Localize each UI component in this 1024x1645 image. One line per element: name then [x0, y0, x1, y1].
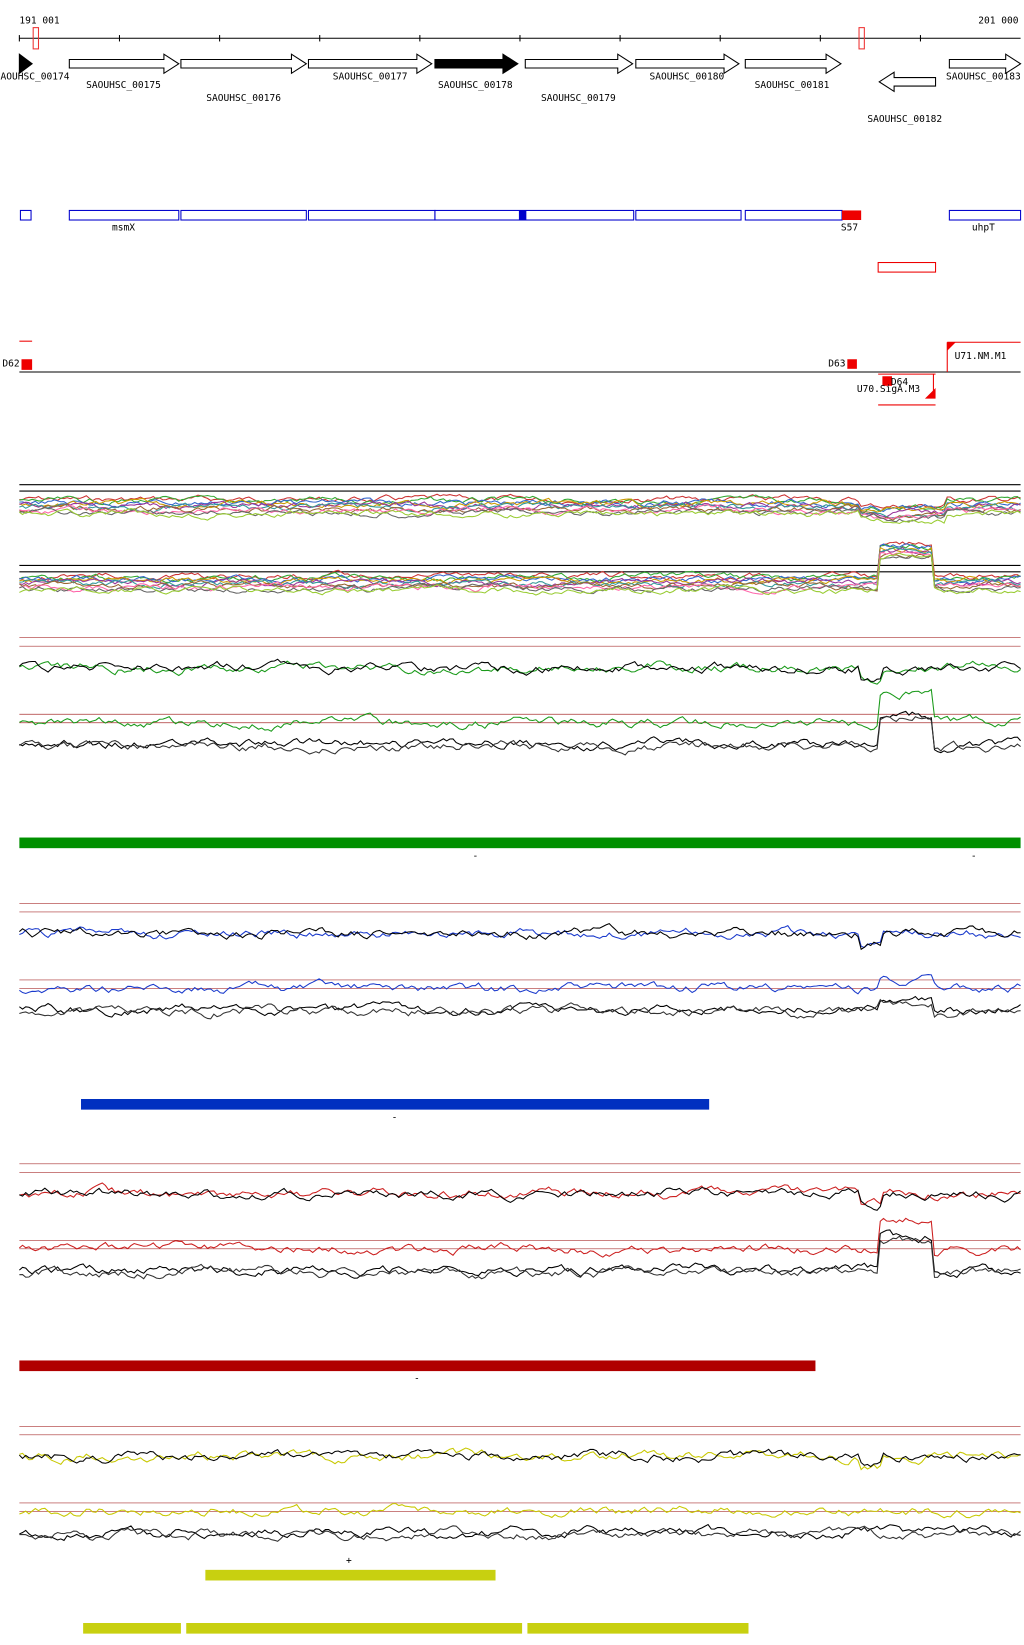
ruler-end: 201 000 [978, 15, 1018, 26]
profile [19, 998, 1021, 1020]
annotation-box [307, 209, 436, 221]
gene-label: SAOUHSC_00178 [438, 80, 513, 91]
gene-arrow [434, 53, 519, 75]
motif-label: U70.SigA.M3 [857, 384, 920, 395]
strand-label: - [351, 1636, 357, 1640]
operon-box [877, 261, 937, 273]
strand-bar [186, 1622, 523, 1634]
gene-arrow [878, 71, 937, 93]
ruler-start: 191 001 [19, 15, 59, 26]
profile [19, 924, 1021, 949]
profile [19, 1523, 1021, 1542]
motif-lines [878, 341, 1021, 406]
profile [19, 541, 1021, 583]
profile [19, 974, 1021, 995]
gene-label: SAOUHSC_00182 [867, 114, 942, 125]
profile [19, 497, 1021, 513]
profile [19, 546, 1021, 590]
profile [19, 508, 1021, 525]
strand-bar [19, 837, 1021, 849]
marker [32, 27, 40, 50]
strand-label: - [414, 1374, 420, 1385]
strand-bar [83, 1622, 181, 1634]
profile [19, 1217, 1021, 1258]
gene-arrow [635, 53, 740, 75]
gene-arrow [180, 53, 308, 75]
annotation-label: S57 [841, 223, 858, 234]
gene-label: SAOUHSC_00177 [333, 72, 408, 83]
motif-box [882, 376, 892, 386]
gene-label: SAOUHSC_00179 [541, 93, 616, 104]
annotation-box [518, 210, 527, 221]
gene-label: SAOUHSC_00180 [649, 72, 724, 83]
annotation-box [635, 209, 742, 221]
annotation-box [948, 209, 1022, 221]
gene-arrow [524, 53, 634, 75]
profile [19, 497, 1021, 513]
strand-label: - [971, 851, 977, 862]
profile [19, 660, 1021, 685]
annotation-label: uhpT [972, 223, 995, 234]
gene-arrow [744, 53, 842, 75]
profile [19, 688, 1021, 732]
annotation-box [68, 209, 180, 221]
profile [19, 1502, 1021, 1519]
profile [19, 1525, 1021, 1542]
profile [19, 507, 1021, 523]
profile [19, 1186, 1021, 1211]
profile [19, 658, 1021, 682]
strand-label: - [392, 1112, 398, 1123]
annotation-box [180, 209, 307, 221]
strand-bar [527, 1622, 749, 1634]
profile [19, 1182, 1021, 1206]
gene-label: SAOUHSC_00181 [755, 80, 830, 91]
strand-bar [19, 1360, 816, 1372]
gene-label: SAOUHSC_00174 [0, 72, 70, 83]
profile [19, 552, 1021, 596]
motif-label: D64 [891, 377, 908, 388]
motif-label: D63 [828, 359, 845, 370]
annotation-box [842, 210, 862, 221]
strand-label: - [633, 1636, 639, 1640]
motif-label: D62 [2, 359, 19, 370]
gene-label: SAOUHSC_00176 [206, 93, 281, 104]
profile [18, 1448, 1021, 1468]
motif-box [847, 359, 857, 369]
strand-label: - [472, 851, 478, 862]
profile [19, 546, 1021, 588]
profile [19, 715, 1021, 756]
profile [19, 1235, 1021, 1280]
gene-label: SAOUHSC_00183 [946, 72, 1021, 83]
annotation-box [744, 209, 843, 221]
gene-label: SAOUHSC_00175 [86, 80, 161, 91]
profile [19, 995, 1021, 1018]
strand-label: + [346, 1555, 352, 1566]
annotation-box [19, 209, 32, 221]
gene-arrow [68, 53, 180, 75]
profile [19, 543, 1021, 585]
marker [858, 27, 865, 50]
motif-box [21, 359, 33, 370]
annotation-label: msmX [112, 223, 135, 234]
profile [19, 923, 1021, 951]
gene-arrow [18, 53, 34, 75]
profile [19, 710, 1021, 754]
motif-label: U71.NM.M1 [955, 351, 1007, 362]
profile [19, 1229, 1021, 1279]
annotation-box [434, 209, 635, 221]
motif-flags [924, 342, 956, 399]
strand-label: - [127, 1636, 133, 1640]
gene-arrow [948, 53, 1022, 75]
strand-bar [205, 1569, 496, 1581]
strand-bar [81, 1099, 710, 1110]
profile [19, 1447, 1021, 1471]
gene-arrow [307, 53, 433, 75]
